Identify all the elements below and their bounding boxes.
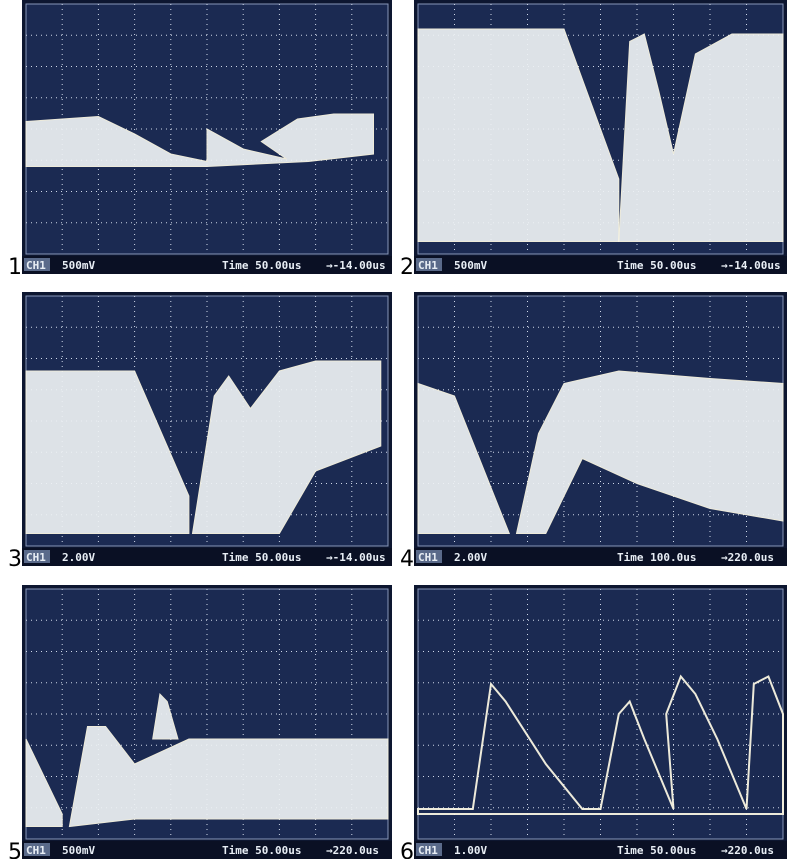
volt-scale: 500mV [62, 259, 95, 272]
time-base: Time 50.00us [222, 551, 301, 564]
screenshot-grid: CH1 500mV Time 50.00us →-14.00us 1 CH1 500mV Ti… [0, 0, 787, 859]
channel-label: CH1 [418, 844, 438, 857]
channel-label: CH1 [26, 259, 46, 272]
volt-scale: 500mV [62, 844, 95, 857]
time-base: Time 50.00us [617, 259, 696, 272]
panel-number: 3 [8, 547, 22, 572]
panel-number: 1 [8, 255, 22, 280]
trigger-offset: →-14.00us [326, 551, 386, 564]
channel-label: CH1 [418, 259, 438, 272]
trigger-offset: →220.0us [721, 551, 774, 564]
trigger-offset: →-14.00us [721, 259, 781, 272]
trigger-offset: →220.0us [721, 844, 774, 857]
scope-panel: CH1 1.00V Time 50.00us →220.0us 6 [400, 585, 787, 859]
waveform [619, 34, 783, 242]
time-base: Time 100.0us [617, 551, 696, 564]
scope-panel: CH1 500mV Time 50.00us →-14.00us 2 [400, 0, 787, 280]
volt-scale: 2.00V [62, 551, 95, 564]
time-base: Time 50.00us [222, 844, 301, 857]
trigger-offset: →220.0us [326, 844, 379, 857]
channel-label: CH1 [26, 551, 46, 564]
panel-number: 6 [400, 840, 414, 859]
scope-panel: CH1 500mV Time 50.00us →-14.00us 1 [8, 0, 392, 280]
time-base: Time 50.00us [222, 259, 301, 272]
time-base: Time 50.00us [617, 844, 696, 857]
volt-scale: 2.00V [454, 551, 487, 564]
scope-panel: CH1 500mV Time 50.00us →220.0us 5 [8, 585, 392, 859]
scope-panel: CH1 2.00V Time 50.00us →-14.00us 3 [8, 292, 392, 572]
panel-number: 4 [400, 547, 414, 572]
volt-scale: 1.00V [454, 844, 487, 857]
scope-panel: CH1 2.00V Time 100.0us →220.0us 4 [400, 292, 787, 572]
trigger-offset: →-14.00us [326, 259, 386, 272]
panel-number: 2 [400, 255, 414, 280]
channel-label: CH1 [26, 844, 46, 857]
channel-label: CH1 [418, 551, 438, 564]
panel-number: 5 [8, 840, 22, 859]
volt-scale: 500mV [454, 259, 487, 272]
waveform [69, 727, 388, 827]
